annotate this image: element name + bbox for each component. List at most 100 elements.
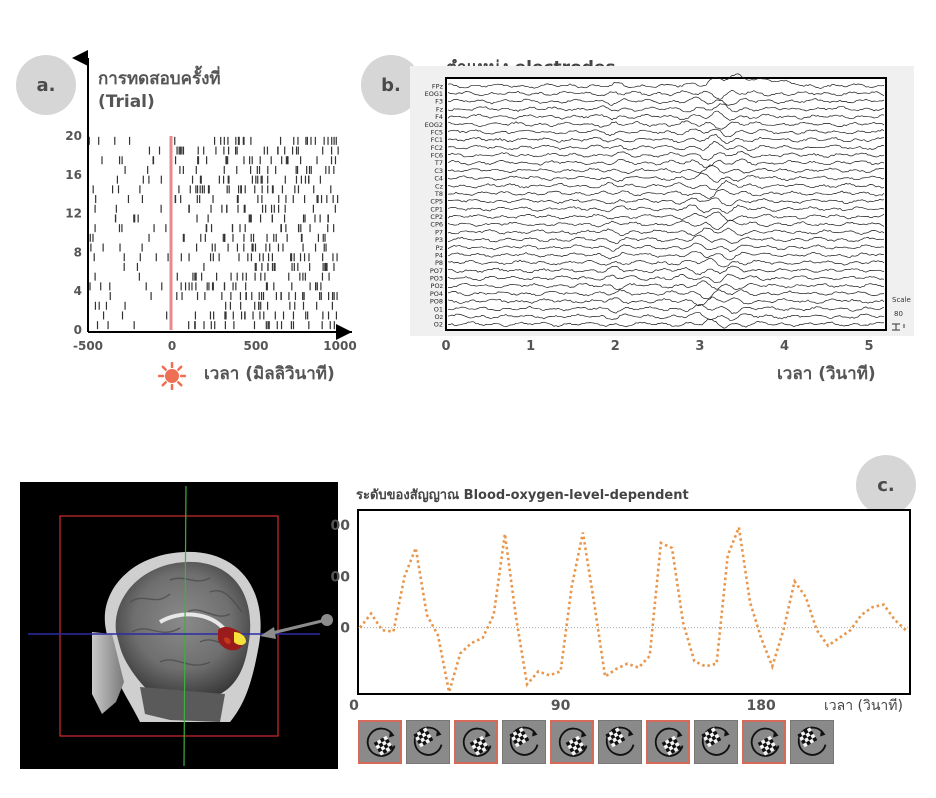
eeg-xtick-label: 5 [865, 339, 874, 354]
bold-title: ระดับของสัญญาณ Blood-oxygen-level-depend… [356, 488, 689, 503]
stimulus-frame [694, 720, 738, 764]
eeg-trace [447, 296, 885, 307]
eeg-frame [445, 77, 887, 331]
eeg-channel-label: CP5 [430, 198, 443, 206]
eeg-channel-label: FC5 [431, 128, 443, 136]
eeg-trace [447, 265, 885, 276]
mri-to-bold-pointer [260, 614, 333, 639]
eeg-channel-label: FC6 [431, 152, 443, 160]
panel-c-badge: c. [856, 455, 916, 515]
stimulus-frame [598, 720, 642, 764]
eeg-xtick-label: 0 [441, 339, 450, 354]
eeg-scale-label: Scale [892, 296, 911, 304]
eeg-trace [447, 312, 885, 321]
raster-xtick-label: 0 [168, 339, 176, 353]
raster-ylabel-line2: (Trial) [98, 92, 155, 112]
eeg-channel-label: P4 [435, 251, 443, 259]
eeg-trace [447, 251, 885, 261]
eeg-trace [447, 280, 885, 290]
eeg-trace [447, 172, 885, 183]
eeg-trace [447, 128, 885, 138]
eeg-channel-label: F3 [435, 98, 443, 106]
stimulus-frame [502, 720, 546, 764]
eeg-trace [447, 158, 885, 168]
bold-plot: 0 200 400 0 90 180 [330, 509, 911, 714]
bold-xtick-label: 90 [551, 698, 571, 714]
eeg-channel-label: FPz [432, 82, 444, 90]
eeg-trace [447, 96, 885, 106]
raster-ytick-label: 8 [74, 245, 82, 259]
eeg-trace [447, 189, 885, 199]
panel-c-badge-label: c. [877, 474, 895, 496]
eeg-channel-label: CP1 [430, 205, 443, 213]
bold-ytick-label: 400 [330, 518, 350, 534]
bold-xtick-label: 0 [349, 698, 359, 714]
eeg-scale-bar [892, 323, 905, 331]
stimulus-frame [646, 720, 690, 764]
eeg-channel-label: T8 [434, 190, 443, 198]
raster-xtick-label: -500 [73, 339, 103, 353]
stimulus-frame [742, 720, 786, 764]
eeg-trace [447, 197, 885, 207]
stimulus-frames-row [358, 720, 834, 764]
panel-b-badge-label: b. [381, 74, 401, 96]
stimulus-frame [454, 720, 498, 764]
eeg-trace [448, 151, 885, 161]
stimulus-frame [406, 720, 450, 764]
eeg-channel-label: P3 [435, 236, 443, 244]
bold-xlabel: เวลา (วินาที) [824, 698, 903, 714]
eeg-plot: FPzEOG1F3FzF4EOG2FC5FC1FC2FC6T7C3C4CzT8C… [410, 66, 914, 354]
eeg-channel-label: T7 [434, 159, 443, 167]
bold-ytick-label: 0 [340, 621, 350, 637]
eeg-xtick-label: 2 [611, 339, 620, 354]
eeg-trace [447, 289, 885, 300]
eeg-channel-label: PO3 [430, 275, 443, 283]
raster-ytick-label: 4 [74, 284, 82, 298]
bold-ytick-label: 200 [330, 569, 350, 585]
raster-ytick-label: 16 [65, 168, 82, 182]
eeg-channel-label: POz [431, 282, 444, 290]
eeg-channel-label: CP6 [430, 221, 443, 229]
panel-a-badge: a. [16, 55, 76, 115]
raster-ytick-label: 12 [65, 207, 82, 221]
eeg-channel-label: EOG2 [425, 121, 443, 129]
eeg-channel-label: C3 [434, 167, 443, 175]
eeg-channel-label: FC2 [431, 144, 443, 152]
eeg-trace [447, 180, 885, 191]
eeg-trace [447, 318, 885, 329]
eeg-channel-label: Oz [434, 313, 443, 321]
stimulus-frame [358, 720, 402, 764]
mri-crop-box [59, 515, 279, 737]
mri-image [20, 482, 338, 769]
raster-xtick-label: 1000 [323, 339, 356, 353]
eeg-channel-label: C4 [434, 175, 443, 183]
stimulus-frame [550, 720, 594, 764]
eeg-channel-label: Fz [436, 105, 444, 113]
eeg-trace [447, 204, 885, 214]
eeg-scale-value: 80 [894, 310, 903, 318]
eeg-trace [447, 257, 885, 268]
eeg-trace [447, 211, 885, 222]
eeg-trace [447, 242, 885, 253]
eeg-channel-label: PO7 [430, 267, 443, 275]
eeg-channel-label: PO8 [430, 298, 443, 306]
panel-a-badge-label: a. [36, 74, 56, 96]
raster-spikes [87, 136, 339, 330]
sun-icon [157, 361, 187, 391]
raster-xtick-label: 500 [243, 339, 268, 353]
eeg-channel-label: P7 [435, 228, 443, 236]
eeg-trace [447, 110, 885, 121]
eeg-trace [447, 140, 885, 151]
eeg-trace [447, 133, 885, 144]
eeg-channel-label: F4 [435, 113, 443, 121]
eeg-channel-label: CP2 [430, 213, 443, 221]
eeg-trace [447, 73, 885, 89]
eeg-xtick-label: 4 [780, 339, 789, 354]
eeg-trace [447, 273, 885, 284]
eeg-channel-label: FC1 [431, 136, 443, 144]
eeg-xtick-label: 3 [695, 339, 704, 354]
eeg-channel-label: O1 [434, 305, 443, 313]
raster-plot: 0 4 8 12 16 20 -500 0 500 1000 [65, 50, 357, 353]
eeg-xtick-label: 1 [526, 339, 535, 354]
raster-xlabel: เวลา (มิลลิวินาที) [204, 364, 335, 384]
